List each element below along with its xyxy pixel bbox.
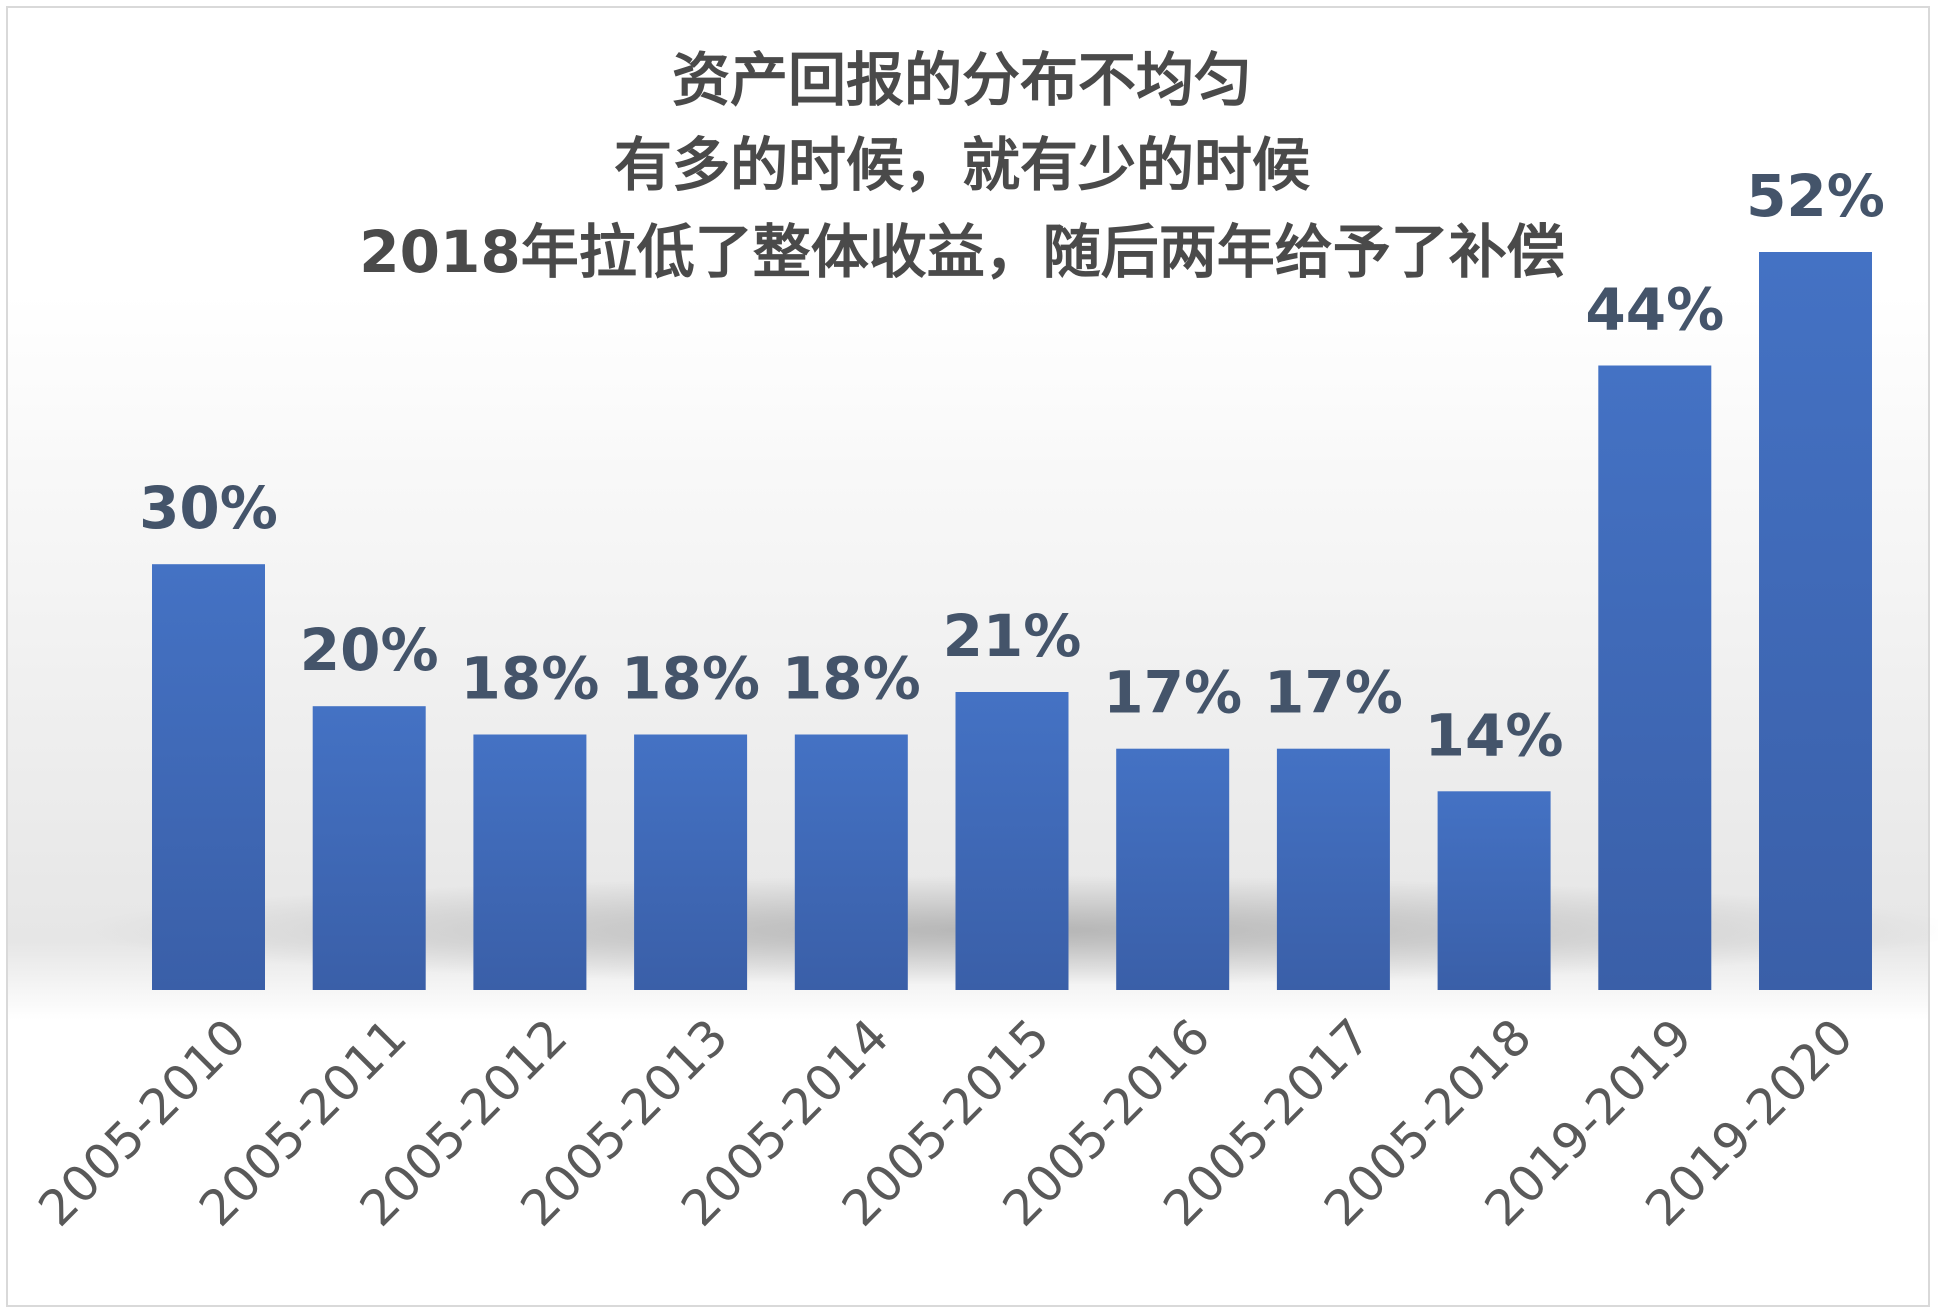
bar-2005-2011: [312, 706, 426, 990]
data-label-2005-2015: 21%: [943, 602, 1082, 670]
data-label-2005-2010: 30%: [139, 474, 278, 542]
chart-title: 资产回报的分布不均匀 有多的时候，就有少的时候 2018年拉低了整体收益，随后两…: [359, 46, 1564, 286]
bar-2019-2019: [1598, 365, 1712, 990]
bar-2005-2017: [1276, 748, 1390, 990]
title-line-3: 2018年拉低了整体收益，随后两年给予了补偿: [359, 218, 1564, 286]
bar-2019-2020: [1759, 252, 1872, 990]
bar-2005-2013: [634, 734, 748, 990]
data-label-2005-2018: 14%: [1425, 701, 1564, 769]
data-label-2005-2016: 17%: [1103, 659, 1242, 727]
bar-2005-2010: [152, 564, 265, 990]
bar-2005-2012: [473, 734, 587, 990]
data-label-2005-2017: 17%: [1264, 659, 1403, 727]
bar-2005-2015: [955, 692, 1069, 990]
data-label-2019-2020: 52%: [1746, 162, 1885, 230]
data-label-2005-2012: 18%: [460, 645, 599, 713]
data-label-2005-2014: 18%: [782, 645, 921, 713]
data-label-2019-2019: 44%: [1585, 276, 1724, 344]
bar-2005-2018: [1437, 791, 1551, 990]
data-label-2005-2013: 18%: [621, 645, 760, 713]
x-axis-tick-labels: 2005-20102005-20112005-20122005-20132005…: [28, 1008, 1864, 1237]
bar-2005-2014: [794, 734, 908, 990]
data-labels: 30% 20% 18% 18% 18% 21% 17% 17% 14% 44% 52%: [139, 162, 1885, 769]
title-line-2: 有多的时候，就有少的时候: [614, 131, 1311, 199]
data-label-2005-2011: 20%: [300, 616, 439, 684]
bar-series: [152, 252, 1872, 990]
title-line-1: 资产回报的分布不均匀: [672, 46, 1252, 114]
bar-2005-2016: [1116, 748, 1230, 990]
